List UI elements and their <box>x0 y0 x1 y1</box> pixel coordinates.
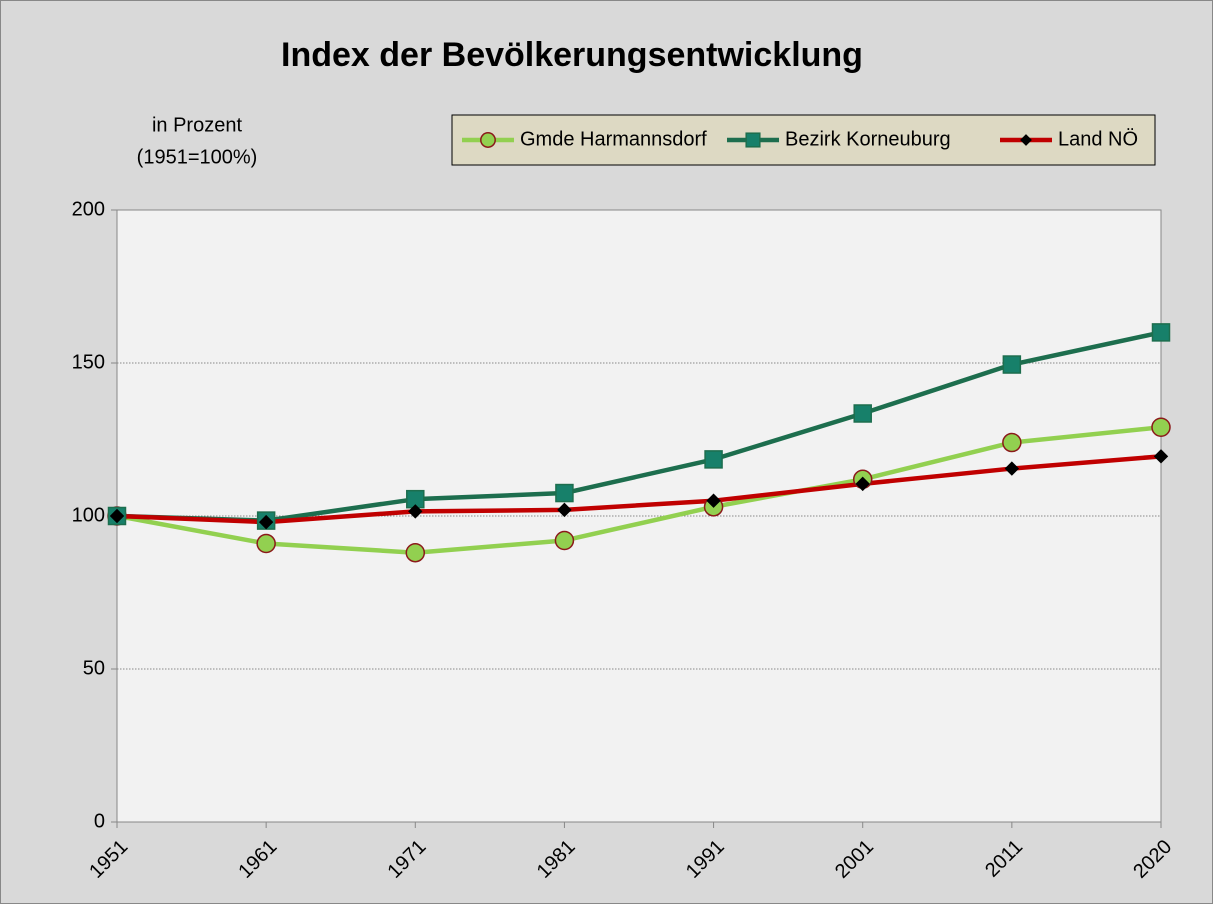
data-point <box>109 508 125 524</box>
y-tick-label: 0 <box>94 810 105 832</box>
legend-label: Gmde Harmannsdorf <box>520 128 707 150</box>
data-point <box>706 493 721 508</box>
legend-marker <box>1020 134 1032 146</box>
data-point <box>555 483 574 503</box>
data-point <box>405 542 426 563</box>
data-point <box>557 502 572 518</box>
data-point <box>1002 355 1022 374</box>
y-axis-label: in Prozent <box>152 114 242 136</box>
series-line <box>116 330 1162 523</box>
data-point <box>1002 432 1022 453</box>
y-tick-label: 50 <box>83 657 105 679</box>
legend-marker <box>745 132 761 148</box>
y-tick-label: 150 <box>72 351 105 373</box>
y-tick-label: 100 <box>72 504 105 526</box>
series-line <box>116 454 1162 525</box>
y-tick-label: 200 <box>72 198 105 220</box>
data-point <box>256 533 276 554</box>
data-point <box>554 530 575 551</box>
series-line <box>116 425 1162 555</box>
data-point <box>258 514 274 530</box>
data-point <box>408 504 423 519</box>
legend-marker <box>480 132 496 148</box>
chart-title: Index der Bevölkerungsentwicklung <box>281 36 863 74</box>
data-point <box>855 476 870 492</box>
y-axis-label: (1951=100%) <box>137 146 258 168</box>
data-point <box>1151 417 1171 438</box>
legend-label: Bezirk Korneuburg <box>785 128 951 150</box>
data-point <box>704 450 723 469</box>
data-point <box>1151 323 1171 342</box>
data-point <box>853 404 872 423</box>
data-point <box>1153 449 1169 464</box>
legend-label: Land NÖ <box>1058 128 1138 150</box>
data-point <box>1004 461 1020 476</box>
